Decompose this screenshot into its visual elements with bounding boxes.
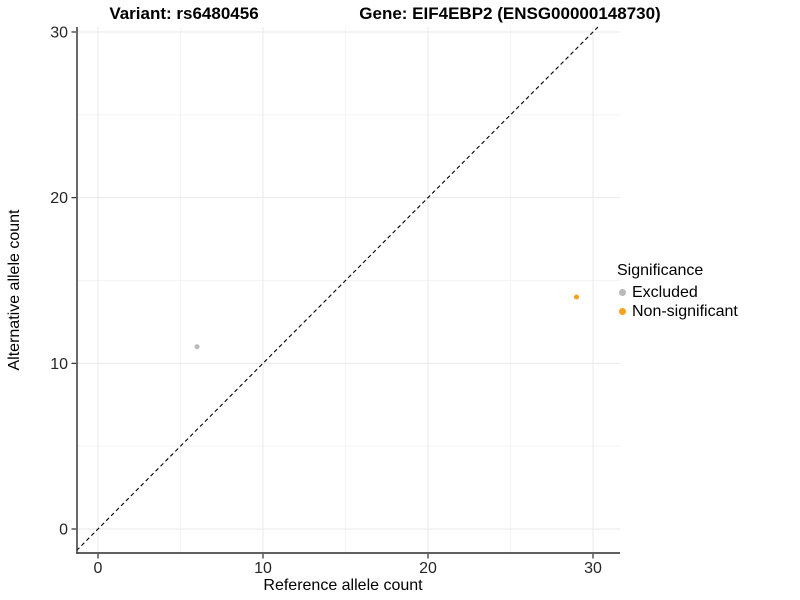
x-tick-label: 20 — [419, 560, 437, 577]
y-tick-label: 30 — [50, 24, 68, 41]
data-point-non-significant — [574, 294, 579, 300]
y-tick-label: 20 — [50, 190, 68, 207]
plot-title-variant: Variant: rs6480456 — [109, 4, 259, 23]
x-tick-label: 10 — [254, 560, 272, 577]
legend-item-excluded: Excluded — [616, 283, 738, 302]
plot-title-gene: Gene: EIF4EBP2 (ENSG00000148730) — [359, 4, 661, 23]
identity-dashed-line — [76, 26, 599, 551]
x-tick-label: 0 — [94, 560, 103, 577]
y-axis-title: Alternative allele count — [6, 209, 23, 371]
y-tick-label: 10 — [50, 356, 68, 373]
legend-item-label: Non-significant — [632, 302, 738, 320]
non-significant-swatch-icon — [619, 308, 626, 315]
legend-title: Significance — [617, 262, 704, 279]
legend-item-label: Excluded — [632, 283, 698, 301]
x-axis-title: Reference allele count — [263, 577, 423, 594]
y-tick-label: 0 — [59, 522, 68, 539]
data-point-excluded — [194, 344, 200, 350]
legend-item-non-significant: Non-significant — [616, 302, 738, 321]
x-tick-label: 30 — [584, 560, 602, 577]
excluded-swatch-icon — [619, 289, 626, 296]
legend: Significance Excluded Non-significant — [616, 262, 738, 321]
